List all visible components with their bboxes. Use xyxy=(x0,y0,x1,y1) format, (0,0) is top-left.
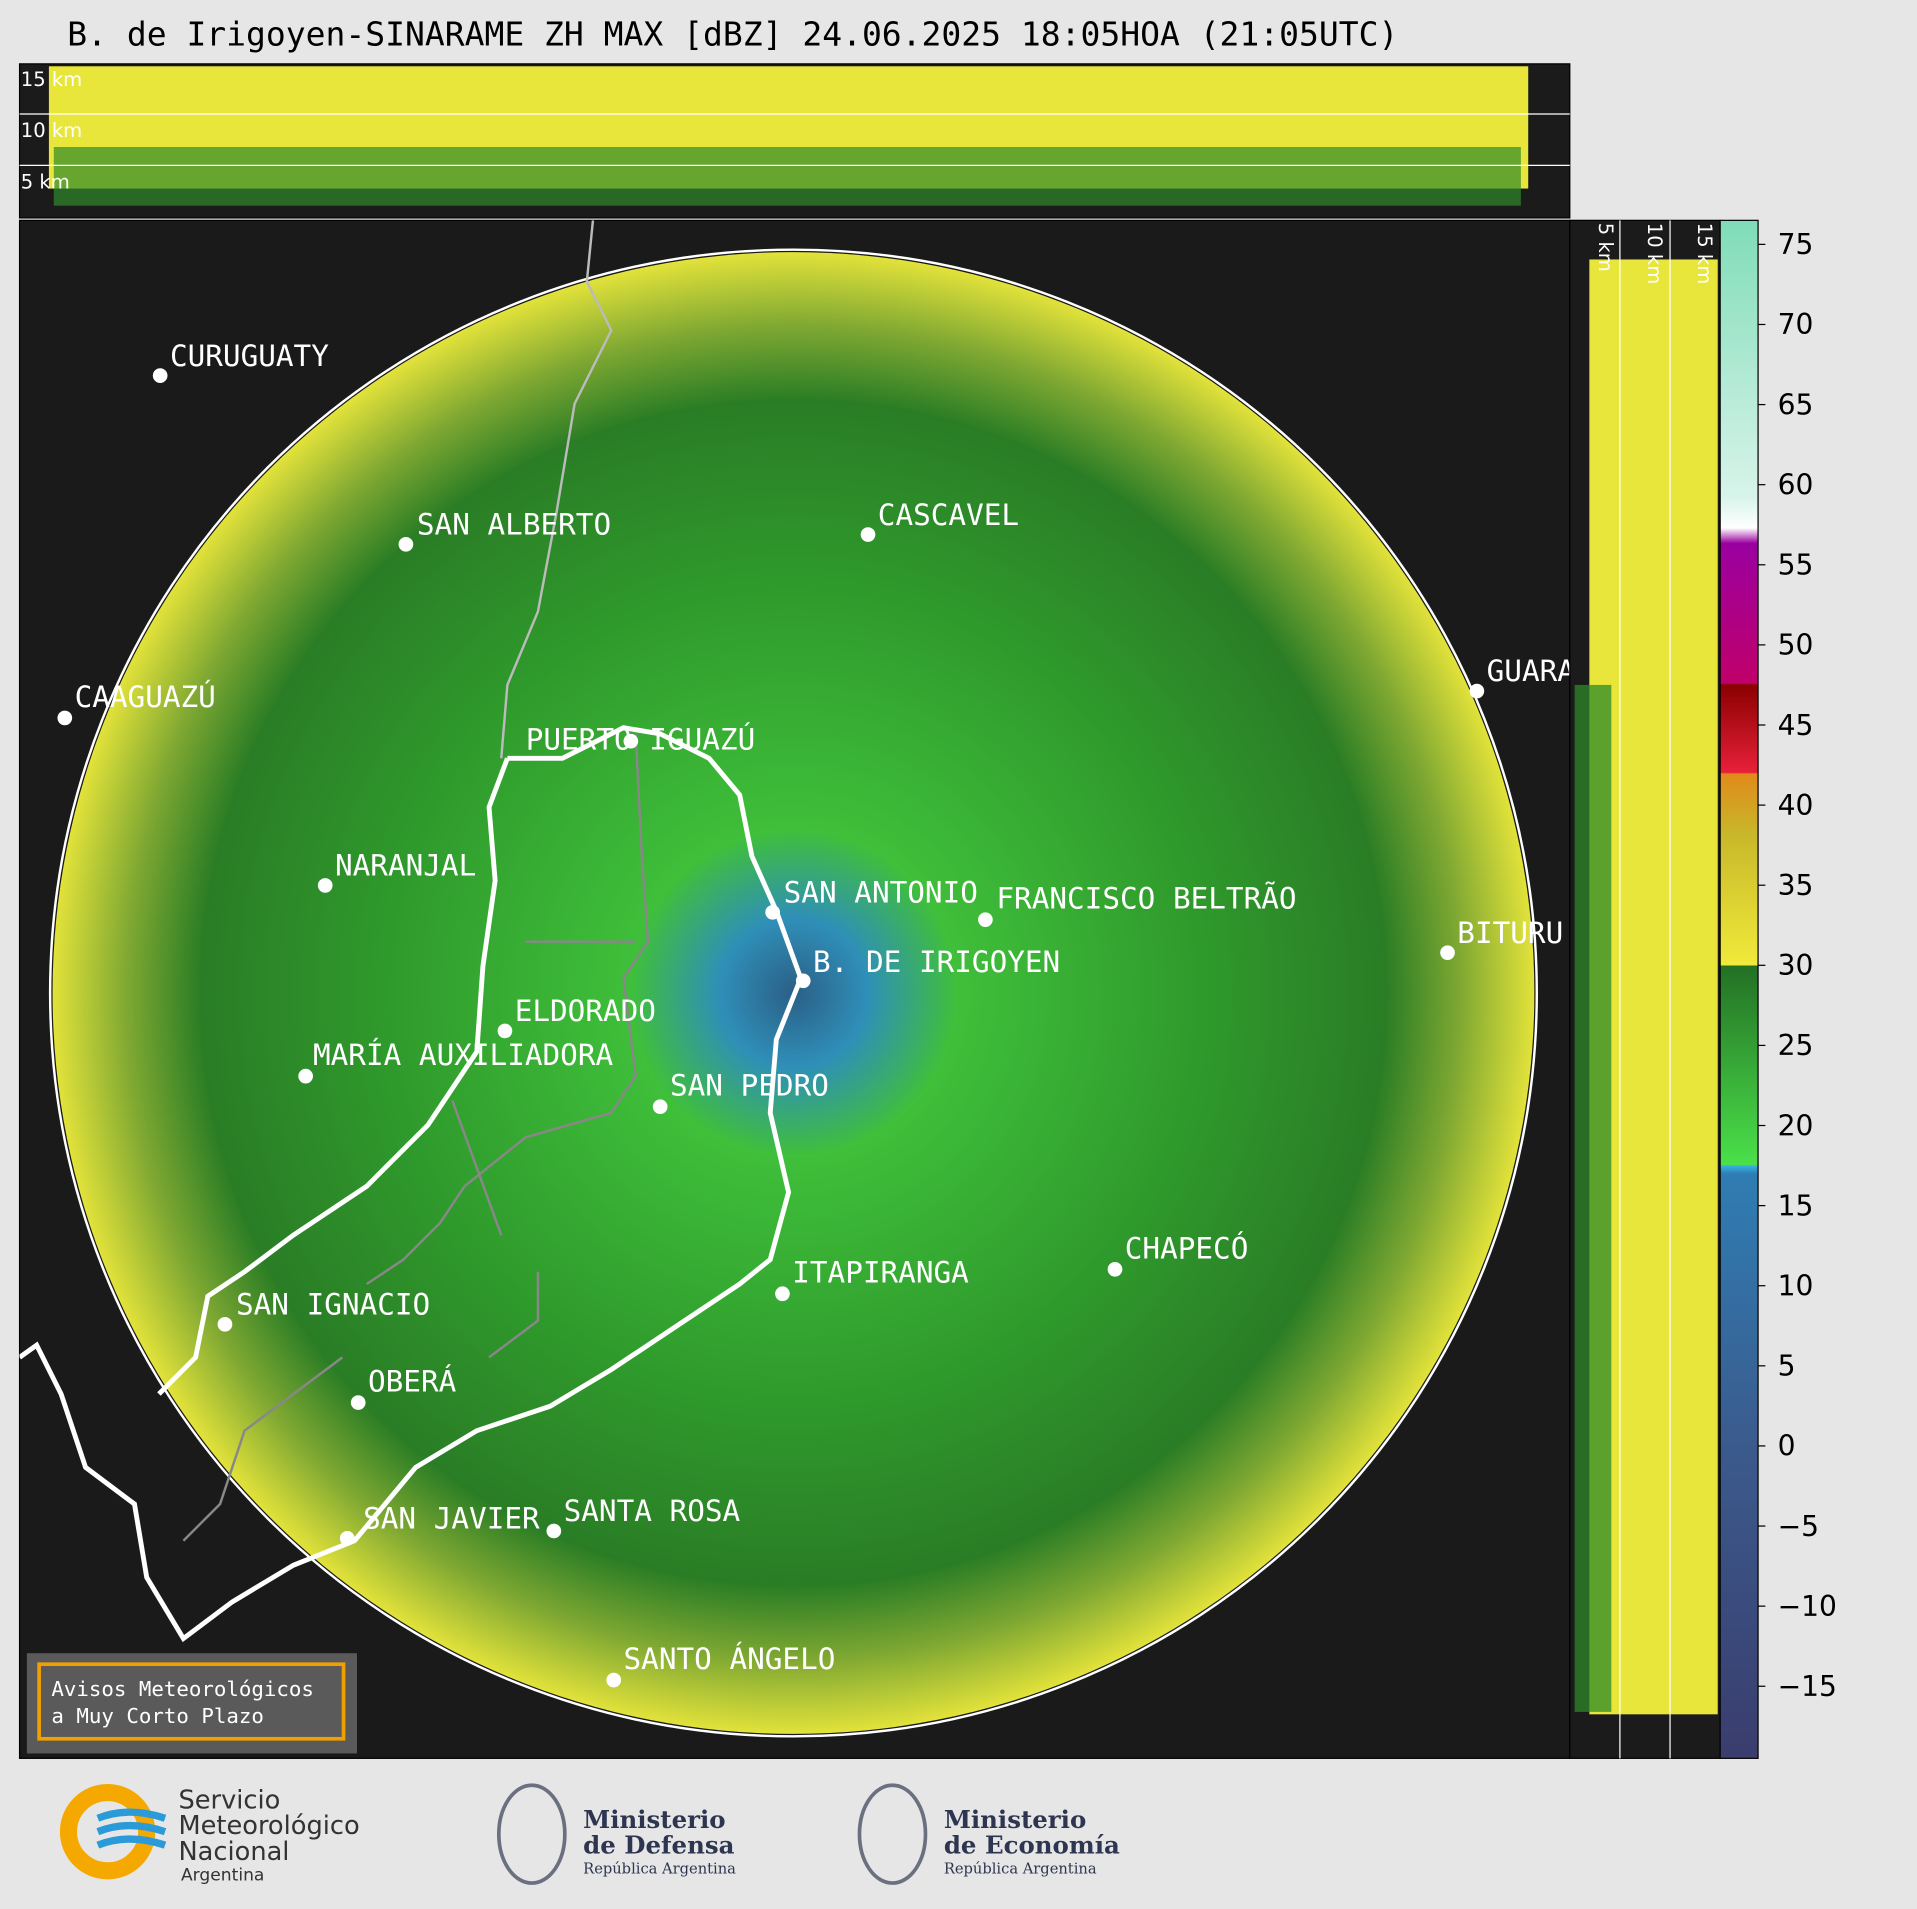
city-label: SANTA ROSA xyxy=(564,1494,741,1528)
city-label: SAN ALBERTO xyxy=(417,508,611,542)
alt-label: 15 km xyxy=(21,68,82,91)
city-label: CHAPECÓ xyxy=(1125,1229,1249,1265)
notice-text: a Muy Corto Plazo xyxy=(51,1704,264,1728)
city-dot xyxy=(317,878,333,893)
alt-label: 5 km xyxy=(1594,223,1617,272)
title: B. de Irigoyen-SINARAME ZH MAX [dBZ] 24.… xyxy=(67,15,1398,54)
logo-text: Ministerio xyxy=(583,1805,725,1834)
city-dot xyxy=(795,973,811,989)
city-label: SAN PEDRO xyxy=(670,1069,829,1103)
city-label: CAAGUAZÚ xyxy=(75,678,216,714)
city-label: FRANCISCO BELTRÃO xyxy=(996,881,1296,916)
notice-frame xyxy=(37,1662,346,1741)
city-dot xyxy=(775,1286,790,1302)
alt-label: 15 km xyxy=(1693,223,1716,284)
logo-text: de Defensa xyxy=(583,1831,734,1860)
notice-text: Avisos Meteorológicos xyxy=(51,1677,314,1701)
city-label: ELDORADO xyxy=(515,994,656,1028)
colorbar-tick-label: 35 xyxy=(1778,869,1814,902)
city-dot xyxy=(298,1068,313,1084)
colorbar-tick-label: 55 xyxy=(1778,549,1814,582)
city-dot xyxy=(606,1672,622,1688)
alt-label: 10 km xyxy=(1643,223,1666,284)
alt-label: 5 km xyxy=(21,171,70,194)
colorbar-tick-label: 65 xyxy=(1778,388,1814,421)
coat-of-arms xyxy=(496,1783,567,1885)
colorbar-tick-label: −5 xyxy=(1778,1510,1819,1543)
side-echo-low xyxy=(1574,684,1612,1712)
logo-text: República Argentina xyxy=(583,1860,736,1877)
city-dot xyxy=(217,1316,233,1332)
city-dot xyxy=(497,1023,513,1039)
river xyxy=(500,220,613,759)
city-dot xyxy=(652,1099,668,1115)
logo-text: Nacional xyxy=(178,1837,289,1867)
colorbar-tick-label: 75 xyxy=(1778,228,1814,261)
city-dot xyxy=(978,912,993,927)
colorbar-tick-label: 45 xyxy=(1778,709,1814,742)
city-dot xyxy=(339,1530,355,1546)
colorbar-tick-label: 70 xyxy=(1778,308,1814,341)
city-label: OBERÁ xyxy=(368,1364,457,1399)
city-dot xyxy=(623,733,639,749)
colorbar-tick-label: 40 xyxy=(1778,789,1814,822)
alt-label: 10 km xyxy=(21,119,82,142)
city-dot xyxy=(398,536,414,552)
top-echo-low xyxy=(53,146,1521,206)
city-dot xyxy=(152,368,168,383)
colorbar-tick-label: 10 xyxy=(1778,1270,1814,1303)
colorbar-tick-label: 50 xyxy=(1778,629,1814,662)
city-label: CASCAVEL xyxy=(878,498,1019,532)
colorbar-tick-label: 25 xyxy=(1778,1029,1814,1062)
colorbar-tick-label: 20 xyxy=(1778,1109,1814,1142)
city-dot xyxy=(546,1523,562,1539)
city-label: NARANJAL xyxy=(335,849,476,883)
smn-logo xyxy=(59,1784,156,1880)
city-label: ITAPIRANGA xyxy=(792,1256,969,1290)
colorbar-tick-label: 5 xyxy=(1778,1350,1796,1383)
city-dot xyxy=(1107,1261,1123,1277)
colorbar-tick-label: 15 xyxy=(1778,1189,1814,1222)
colorbar xyxy=(1719,219,1759,1759)
logo-text: Argentina xyxy=(181,1866,264,1886)
border xyxy=(19,725,804,1643)
city-label: B. DE IRIGOYEN xyxy=(813,945,1060,979)
colorbar-tick-label: 30 xyxy=(1778,949,1814,982)
colorbar-tick-label: 0 xyxy=(1778,1430,1796,1463)
range-ring xyxy=(48,248,1539,1738)
notice-box xyxy=(26,1653,357,1754)
city-dot xyxy=(765,904,781,920)
city-label: SAN JAVIER xyxy=(363,1501,540,1535)
city-label: PUERTO IGUAZÚ xyxy=(526,721,756,757)
city-label: SAN ANTONIO xyxy=(784,876,978,910)
city-label: CURUGUATY xyxy=(170,339,329,373)
logo-text: República Argentina xyxy=(944,1860,1097,1877)
logo-text: de Economía xyxy=(944,1831,1120,1860)
city-label: BITURU xyxy=(1457,916,1563,950)
city-label: GUARA xyxy=(1487,654,1576,688)
colorbar-tick-label: −15 xyxy=(1778,1670,1837,1703)
city-label: SANTO ÁNGELO xyxy=(624,1641,836,1676)
logo-text: Meteorológico xyxy=(178,1811,359,1841)
city-dot xyxy=(1469,683,1485,699)
logo-text: Servicio xyxy=(178,1785,280,1815)
colorbar-tick-label: −10 xyxy=(1778,1590,1837,1623)
logo-text: Ministerio xyxy=(944,1805,1086,1834)
colorbar-tick-label: 60 xyxy=(1778,468,1814,501)
city-label: SAN IGNACIO xyxy=(236,1288,430,1322)
city-label: MARÍA AUXILIADORA xyxy=(313,1037,614,1072)
city-dot xyxy=(57,710,73,726)
city-dot xyxy=(350,1395,366,1410)
coat-of-arms xyxy=(857,1783,928,1885)
smn-logo-waves xyxy=(96,1808,167,1849)
border xyxy=(157,757,510,1396)
department-line xyxy=(182,733,650,1542)
city-dot xyxy=(860,527,876,542)
city-dot xyxy=(1440,945,1455,961)
